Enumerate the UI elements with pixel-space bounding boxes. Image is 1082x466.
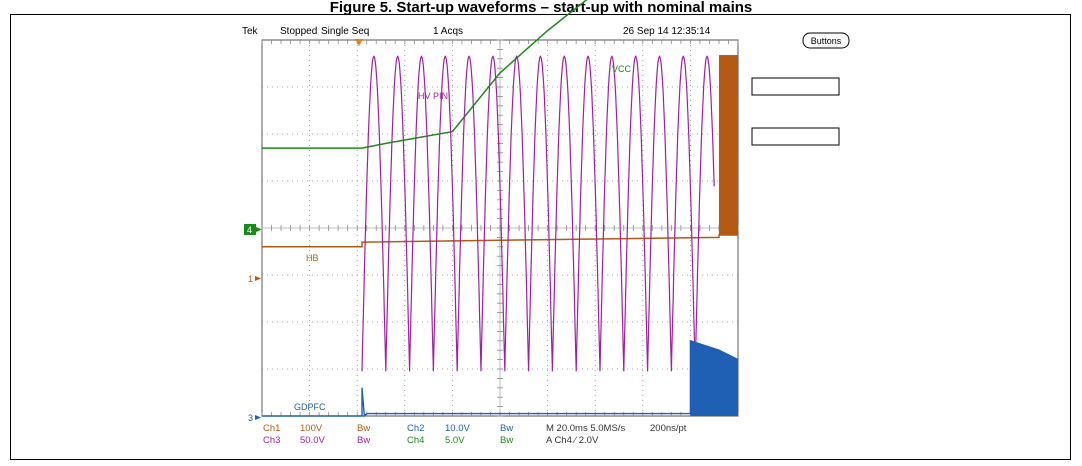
ch4-bw: Bw — [500, 435, 513, 446]
side-menu-box-2[interactable] — [751, 127, 840, 146]
svg-text:3: 3 — [248, 413, 253, 423]
ch3-scale: 50.0V — [300, 435, 325, 446]
ch2-scale: 10.0V — [445, 423, 470, 434]
figure-frame — [10, 14, 1071, 460]
ch1-label: Ch1 — [263, 423, 280, 434]
svg-text:1: 1 — [248, 274, 253, 284]
svg-text:4: 4 — [247, 225, 252, 235]
ch3-marker: 3 — [248, 413, 261, 423]
traces — [262, 0, 739, 418]
ch3-label: Ch3 — [263, 435, 280, 446]
acq-count: 1 Acqs — [433, 26, 463, 37]
buttons-label: Buttons — [811, 36, 842, 46]
trace-hv-pin — [361, 55, 715, 372]
run-state: Stopped — [280, 26, 317, 37]
trace-gdpfc — [262, 339, 739, 418]
trace-hb-burst — [718, 55, 738, 236]
figure-caption: Figure 5. Start-up waveforms – start-up … — [329, 0, 753, 14]
series-label-vcc: VCC — [612, 64, 632, 74]
ch1-bw: Bw — [357, 423, 370, 434]
trace-gdpfc-fill — [690, 340, 738, 416]
ch1-scale: 100V — [300, 423, 323, 434]
ch3-bw: Bw — [357, 435, 370, 446]
brand-label: Tek — [242, 26, 259, 37]
ch4-scale: 5.0V — [445, 435, 465, 446]
buttons-button[interactable]: Buttons — [802, 32, 850, 49]
ch4-marker: 4 — [244, 224, 262, 235]
trace-vcc — [262, 0, 588, 149]
side-menu-box-1[interactable] — [751, 77, 840, 96]
graticule — [261, 39, 739, 417]
ch1-marker: 1 — [248, 274, 261, 284]
record-length: 200ns/pt — [650, 423, 687, 434]
trigger-readout: A Ch4 ∕ 2.0V — [546, 435, 599, 446]
datetime: 26 Sep 14 12:35:14 — [623, 26, 711, 37]
series-label-hv-pin: HV PIN — [418, 91, 448, 101]
ch2-bw: Bw — [500, 423, 513, 434]
series-label-hb: HB — [306, 253, 319, 263]
timebase: M 20.0ms 5.0MS/s — [546, 423, 625, 434]
acq-mode: Single Seq — [321, 26, 369, 37]
ch4-label: Ch4 — [407, 435, 424, 446]
series-label-gdpfc: GDPFC — [294, 402, 326, 412]
ch2-label: Ch2 — [407, 423, 424, 434]
trigger-position-marker — [355, 39, 363, 46]
